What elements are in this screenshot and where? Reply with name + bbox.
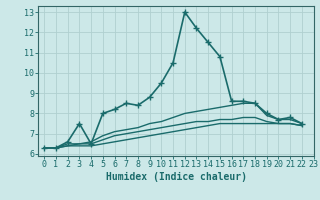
X-axis label: Humidex (Indice chaleur): Humidex (Indice chaleur) (106, 172, 246, 182)
